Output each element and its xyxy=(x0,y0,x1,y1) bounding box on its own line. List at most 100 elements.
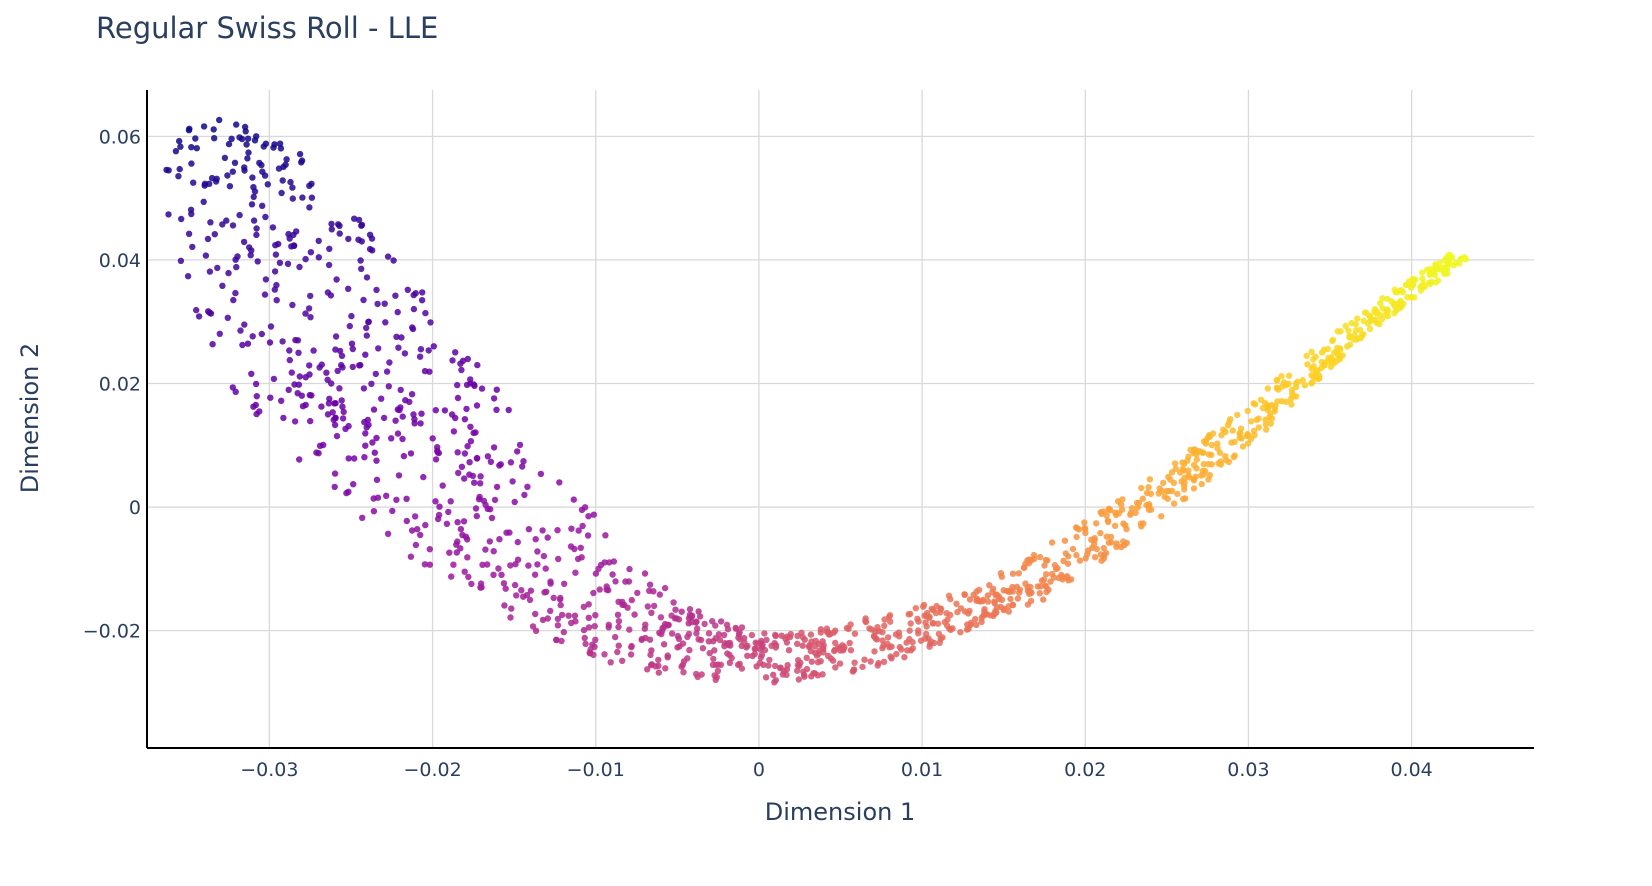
data-point xyxy=(308,180,315,187)
data-point xyxy=(307,249,315,256)
data-point xyxy=(249,174,256,181)
data-point xyxy=(467,376,474,383)
x-tick-label: −0.03 xyxy=(240,759,298,781)
data-point xyxy=(1185,453,1192,460)
data-point xyxy=(275,165,283,172)
data-point xyxy=(1009,570,1017,577)
data-point xyxy=(771,662,779,670)
data-point xyxy=(614,648,621,656)
data-point xyxy=(1040,576,1048,583)
data-point xyxy=(727,642,734,649)
data-point xyxy=(414,526,421,533)
data-point xyxy=(514,448,521,455)
data-point xyxy=(417,420,424,427)
data-point xyxy=(457,525,465,533)
data-point xyxy=(1172,465,1180,472)
data-point xyxy=(1120,538,1127,545)
data-point xyxy=(363,332,370,339)
data-point xyxy=(744,652,751,659)
data-point xyxy=(684,655,691,662)
data-point xyxy=(1146,476,1154,483)
data-point xyxy=(229,222,237,229)
data-point xyxy=(407,553,415,560)
data-point xyxy=(851,630,859,637)
data-point xyxy=(527,587,535,594)
data-point xyxy=(459,357,467,364)
data-point xyxy=(326,395,333,402)
data-point xyxy=(565,612,572,619)
data-point xyxy=(178,215,185,223)
data-point xyxy=(1007,595,1014,603)
data-point xyxy=(930,639,938,647)
data-point xyxy=(1063,574,1071,581)
data-point xyxy=(724,650,731,657)
data-point xyxy=(716,636,724,644)
data-point xyxy=(384,253,392,260)
data-point xyxy=(907,610,914,618)
data-point xyxy=(468,580,475,588)
chart-title: Regular Swiss Roll - LLE xyxy=(96,11,438,45)
data-point xyxy=(403,495,410,502)
data-point xyxy=(872,628,879,635)
data-point xyxy=(1061,537,1069,544)
data-point xyxy=(259,168,266,175)
data-point xyxy=(1301,382,1309,389)
data-point xyxy=(315,254,322,261)
data-point xyxy=(1190,485,1198,492)
data-point xyxy=(193,145,200,152)
data-point xyxy=(1255,415,1262,422)
data-point xyxy=(1364,320,1372,327)
data-point xyxy=(418,410,425,417)
data-point xyxy=(1392,307,1400,314)
data-point xyxy=(1274,398,1281,405)
data-point xyxy=(783,671,790,679)
data-point xyxy=(953,600,960,607)
data-point xyxy=(502,585,509,592)
data-point xyxy=(1303,352,1310,360)
data-point xyxy=(906,635,913,643)
data-point xyxy=(421,561,429,568)
data-point xyxy=(571,612,579,619)
data-point xyxy=(511,498,518,506)
data-point xyxy=(356,362,363,369)
data-point xyxy=(188,160,195,167)
data-point xyxy=(1310,363,1317,370)
data-point xyxy=(298,159,305,166)
data-point xyxy=(1043,588,1050,596)
data-point xyxy=(581,504,589,511)
data-point xyxy=(373,457,380,464)
data-point xyxy=(1411,294,1418,301)
data-point xyxy=(694,625,701,632)
data-point xyxy=(385,383,392,390)
data-point xyxy=(378,395,385,402)
data-point xyxy=(410,291,417,299)
data-point xyxy=(805,643,813,650)
y-axis-ticks: −0.02 0 0.02 0.04 0.06 xyxy=(83,126,141,642)
data-point xyxy=(518,587,525,594)
data-point xyxy=(495,565,502,572)
data-point xyxy=(381,300,388,307)
data-point xyxy=(591,623,598,630)
data-point xyxy=(482,546,489,553)
data-point xyxy=(493,406,500,413)
data-point xyxy=(458,366,465,374)
data-point xyxy=(279,177,286,184)
data-point xyxy=(1267,420,1275,427)
data-point xyxy=(1273,377,1281,384)
data-point xyxy=(448,573,455,580)
data-point xyxy=(1362,309,1370,316)
data-point xyxy=(339,415,347,422)
data-point xyxy=(811,642,819,650)
data-point xyxy=(578,554,585,561)
data-point xyxy=(454,519,461,526)
data-point xyxy=(253,133,260,140)
data-point xyxy=(284,260,292,267)
data-point xyxy=(417,531,424,539)
data-point xyxy=(252,401,259,409)
data-point xyxy=(507,614,514,621)
data-point xyxy=(1378,315,1386,323)
data-point xyxy=(473,402,481,409)
data-point xyxy=(1222,428,1229,436)
data-point xyxy=(668,630,676,637)
data-point xyxy=(1137,520,1145,527)
